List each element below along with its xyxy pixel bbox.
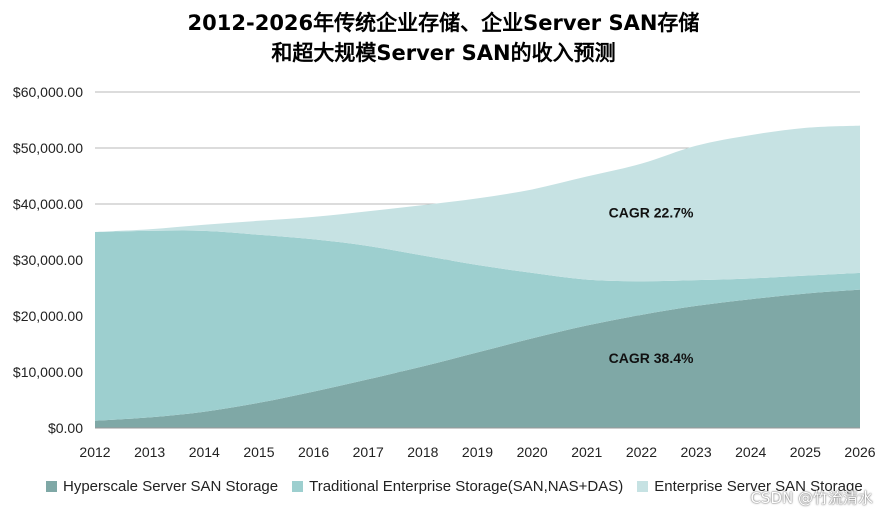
legend-label-hyperscale: Hyperscale Server SAN Storage [63,478,279,495]
legend-item-enterprise: Enterprise Server SAN Storage [637,478,863,495]
x-tick-label: 2012 [79,444,110,460]
legend-swatch-hyperscale [46,481,57,492]
y-tick-label: $10,000.00 [13,364,83,380]
x-tick-label: 2023 [680,444,711,460]
x-tick-label: 2014 [189,444,220,460]
x-tick-label: 2017 [353,444,384,460]
chart-title-line-2: 和超大规模Server SAN的收入预测 [271,41,616,65]
x-tick-label: 2018 [407,444,438,460]
x-tick-label: 2016 [298,444,329,460]
watermark: CSDN @竹流清水 [750,489,873,507]
x-tick-label: 2015 [243,444,274,460]
y-tick-label: $50,000.00 [13,140,83,156]
area-series-traditional [95,230,860,421]
legend-swatch-traditional [292,481,304,492]
y-tick-label: $40,000.00 [13,196,83,212]
chart-title-line-1: 2012-2026年传统企业存储、企业Server SAN存储 [187,11,700,35]
legend-item-traditional: Traditional Enterprise Storage(SAN,NAS+D… [292,478,623,495]
y-tick-label: $60,000.00 [13,84,83,100]
x-tick-label: 2020 [517,444,548,460]
y-tick-label: $30,000.00 [13,252,83,268]
area-series-hyperscale [95,289,860,428]
legend-label-traditional: Traditional Enterprise Storage(SAN,NAS+D… [309,478,624,495]
chart-title: 2012-2026年传统企业存储、企业Server SAN存储 和超大规模Ser… [0,8,887,68]
cagr-annotation-1: CAGR 22.7% [609,204,694,220]
x-tick-label: 2013 [134,444,165,460]
legend-item-hyperscale: Hyperscale Server SAN Storage [46,478,278,495]
area-series-enterprise [95,125,860,282]
y-tick-label: $0.00 [48,420,83,436]
x-tick-label: 2019 [462,444,493,460]
x-tick-label: 2022 [626,444,657,460]
cagr-annotation-2: CAGR 38.4% [609,350,694,366]
x-tick-label: 2025 [790,444,821,460]
y-tick-label: $20,000.00 [13,308,83,324]
legend-swatch-enterprise [637,481,649,492]
x-tick-label: 2026 [844,444,875,460]
legend-label-enterprise: Enterprise Server SAN Storage [654,478,863,495]
legend: Hyperscale Server SAN Storage Traditiona… [46,478,877,495]
x-tick-label: 2021 [571,444,602,460]
x-tick-label: 2024 [735,444,766,460]
